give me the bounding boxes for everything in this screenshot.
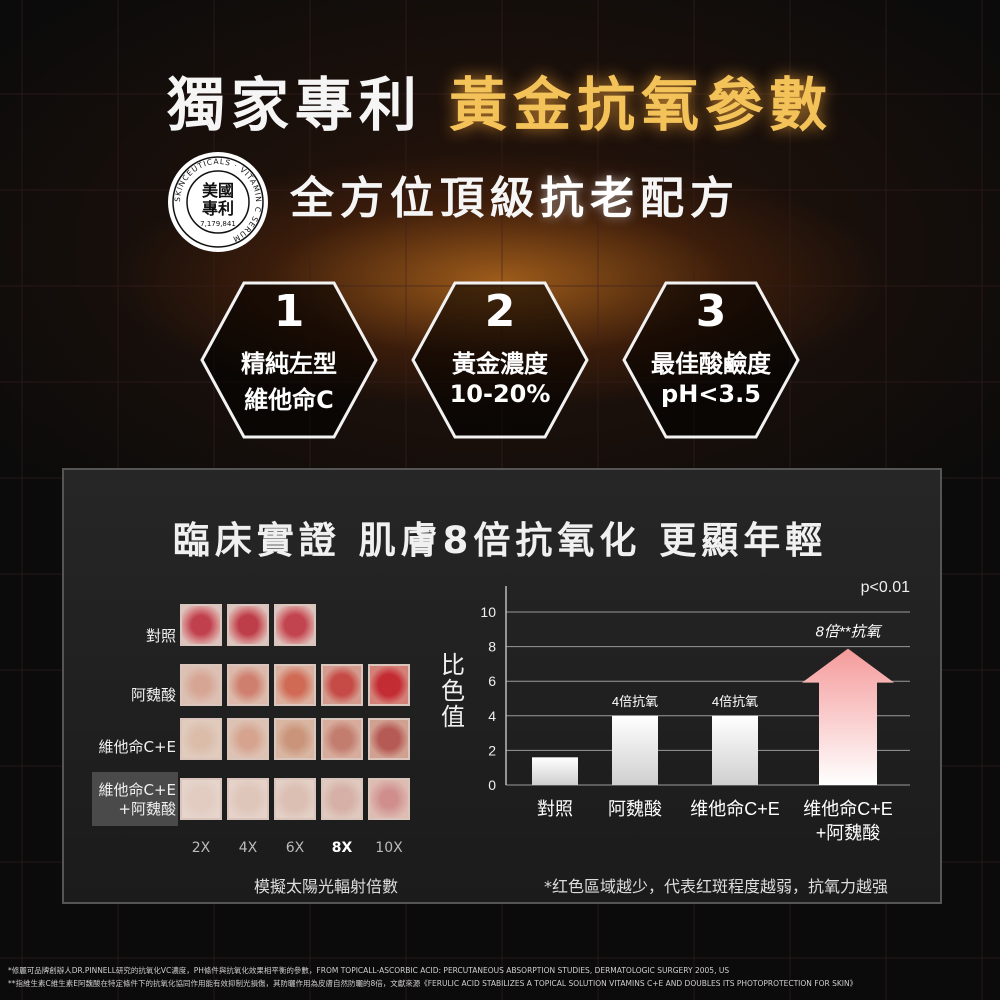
- y-tick-label: 2: [488, 742, 496, 758]
- arrow-bar: [802, 648, 894, 785]
- chart-caption: *红色區域越少，代表红斑程度越弱，抗氧力越强: [544, 877, 889, 896]
- y-tick-label: 0: [488, 777, 496, 793]
- x-category-label: 维他命C+E: [803, 799, 893, 819]
- y-tick-label: 10: [480, 604, 496, 620]
- skin-photo-tile: [274, 664, 316, 706]
- feature-3-line1: 最佳酸鹼度: [651, 350, 771, 378]
- data-label: 4倍抗氧: [612, 694, 658, 709]
- feature-1-line1: 精純左型: [241, 350, 337, 378]
- feature-3-line2: pH<3.5: [661, 380, 761, 408]
- headline: 獨家專利 黃金抗氧參數: [0, 58, 1000, 142]
- skin-photo-tile: [368, 718, 410, 760]
- seal-number: 7,179,841: [200, 220, 236, 228]
- seal-line1: 美國: [202, 181, 234, 200]
- uv-label: 10X: [375, 840, 403, 856]
- significance-label: p<0.01: [861, 580, 910, 596]
- feature-hexagon-3: [622, 281, 800, 439]
- skin-photo-tile: [227, 664, 269, 706]
- feature-2-number: 2: [484, 286, 516, 337]
- skin-photo-tile: [274, 604, 316, 646]
- bar: [712, 715, 758, 785]
- bar: [612, 715, 658, 785]
- feature-1-line2: 維他命C: [244, 386, 334, 414]
- skin-photo-tile: [368, 778, 410, 820]
- row-label-control: 對照: [145, 627, 176, 645]
- skin-photo-tile: [180, 664, 222, 706]
- footnote-2: **指維生素C維生素E阿魏酸在特定條件下的抗氧化協同作用能有效抑制光損傷，其防曬…: [8, 979, 858, 988]
- skin-photo-tile: [227, 778, 269, 820]
- skin-photo-tile: [274, 778, 316, 820]
- skin-photo-tile: [274, 718, 316, 760]
- subheadline-part3: 配方: [640, 173, 740, 224]
- row-label-combo-line1: 維他命C+E: [98, 781, 176, 799]
- row-highlight: [92, 772, 178, 826]
- patent-seal: SKINCEUTICALS · VITAMIN C SERUM 美國 專利 7,…: [168, 152, 268, 252]
- skin-photo-tile: [321, 718, 363, 760]
- skin-photo-tile: [180, 604, 222, 646]
- x-category-label: 阿魏酸: [608, 799, 662, 819]
- y-tick-label: 6: [488, 673, 496, 689]
- row-label-combo-line2: +阿魏酸: [118, 800, 176, 818]
- uv-label: 4X: [238, 840, 258, 856]
- subheadline-part1: 全方位頂級: [290, 173, 540, 224]
- skin-photo-tile: [180, 778, 222, 820]
- data-label: 4倍抗氧: [712, 694, 758, 709]
- skin-photo-tile: [180, 718, 222, 760]
- skin-photo-tile: [227, 718, 269, 760]
- x-category-label: 對照: [537, 799, 573, 819]
- feature-hexagon-1: [200, 281, 378, 439]
- x-category-label-line2: +阿魏酸: [816, 823, 881, 843]
- y-tick-label: 4: [488, 708, 496, 724]
- feature-2-line2: 10-20%: [449, 380, 551, 408]
- uv-label: 6X: [285, 840, 305, 856]
- footnote-1: *修麗可品牌創辦人DR.PINNELL研究的抗氧化VC濃度，PH條件與抗氧化效果…: [8, 966, 730, 975]
- feature-3-number: 3: [695, 286, 727, 337]
- uv-label: 2X: [191, 840, 211, 856]
- seal-line2: 專利: [202, 199, 234, 218]
- row-label-vitce: 維他命C+E: [98, 738, 176, 756]
- skin-photo-tile: [227, 604, 269, 646]
- skin-photo-tile: [368, 664, 410, 706]
- headline-white: 獨家專利: [166, 71, 423, 139]
- subheadline-part2: 抗老: [540, 173, 640, 224]
- y-axis-label: 比色值: [441, 651, 465, 731]
- data-label: 8倍**抗氧: [815, 624, 882, 641]
- skin-photo-tile: [321, 778, 363, 820]
- row-label-ferulic: 阿魏酸: [130, 686, 176, 704]
- subheadline: 全方位頂級抗老配方: [290, 162, 740, 226]
- feature-1-number: 1: [273, 286, 305, 337]
- bar: [532, 757, 578, 785]
- bar-chart: p<0.010246810對照4倍抗氧阿魏酸4倍抗氧维他命C+E8倍**抗氧维他…: [480, 580, 910, 843]
- photo-grid-caption: 模擬太陽光輻射倍數: [254, 877, 399, 896]
- headline-gold: 黃金抗氧參數: [449, 71, 834, 139]
- skin-photo-tile: [321, 664, 363, 706]
- x-category-label: 维他命C+E: [690, 799, 780, 819]
- feature-2-line1: 黃金濃度: [452, 350, 548, 378]
- panel-title: 臨床實證 肌膚8倍抗氧化 更顯年輕: [172, 519, 828, 562]
- feature-hexagon-2: [411, 281, 589, 439]
- uv-label-highlight: 8X: [331, 840, 353, 856]
- y-tick-label: 8: [488, 639, 496, 655]
